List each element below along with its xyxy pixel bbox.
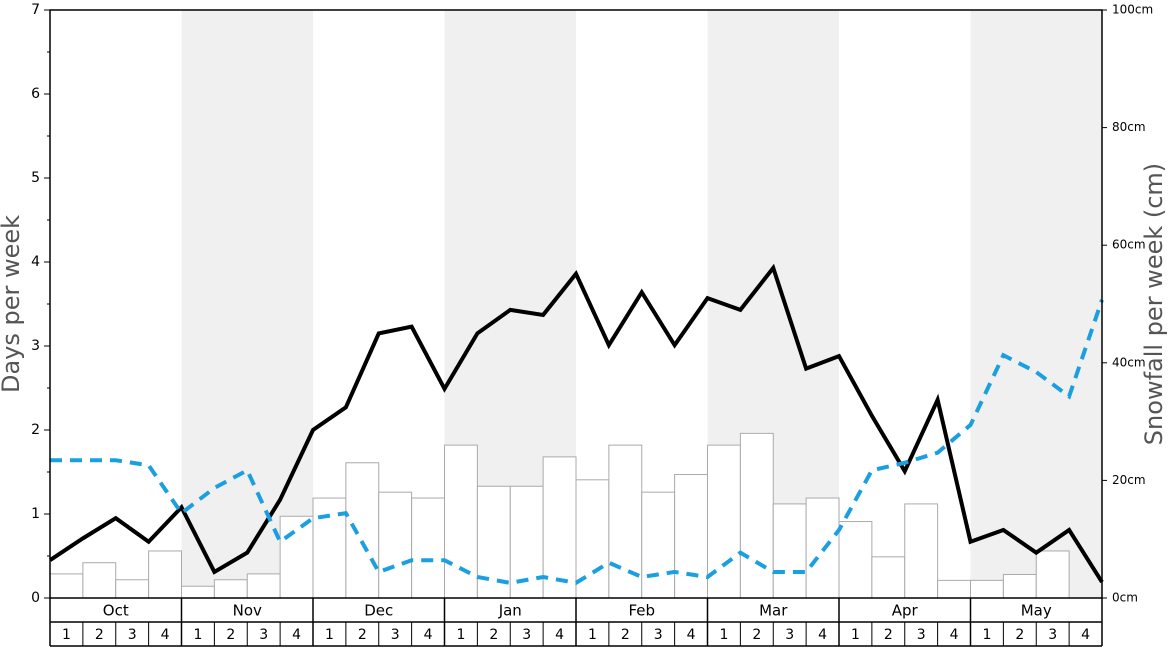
y-tick-label: 0: [31, 590, 40, 606]
x-tick-label: 1: [193, 627, 202, 643]
bar: [148, 550, 182, 599]
bar: [1002, 573, 1037, 599]
bar: [871, 556, 906, 599]
x-tick-label: 2: [489, 627, 498, 643]
bar: [378, 491, 413, 599]
x-tick-label: 3: [259, 627, 268, 643]
x-tick-label: 3: [1048, 627, 1057, 643]
x-tick-label: 2: [621, 627, 630, 643]
month-label: Feb: [628, 602, 655, 620]
bar: [970, 579, 1004, 599]
bar: [904, 503, 939, 599]
x-tick-label: 3: [128, 627, 137, 643]
x-tick-label: 4: [818, 627, 827, 643]
bar: [246, 573, 281, 599]
month-shade: [970, 10, 1102, 598]
y-tick-label: 4: [31, 254, 40, 270]
x-tick-label: 3: [917, 627, 926, 643]
x-tick-label: 2: [358, 627, 367, 643]
bar: [542, 456, 577, 599]
month-label: Nov: [233, 602, 262, 620]
month-label: Jan: [498, 602, 522, 620]
x-tick-label: 1: [851, 627, 860, 643]
y-tick-label: 6: [31, 86, 40, 102]
x-tick-label: 1: [62, 627, 71, 643]
line: [48, 263, 1104, 584]
x-tick-label: 3: [522, 627, 531, 643]
y2-tick-label: 60cm: [1112, 238, 1146, 252]
x-tick-label: 1: [325, 627, 334, 643]
x-tick-label: 3: [654, 627, 663, 643]
bar: [772, 503, 807, 599]
x-tick-label: 4: [161, 627, 170, 643]
x-tick-label: 1: [588, 627, 597, 643]
x-tick-label: 2: [95, 627, 104, 643]
x-tick-label: 4: [950, 627, 959, 643]
y-tick-label: 3: [31, 338, 40, 354]
bar: [181, 585, 215, 599]
x-tick-label: 4: [292, 627, 301, 643]
y2-tick-label: 100cm: [1112, 3, 1153, 17]
bar: [49, 573, 84, 599]
y-tick-label: 2: [31, 422, 40, 438]
bar: [279, 515, 314, 599]
month-shade: [181, 10, 313, 598]
x-tick-label: 3: [785, 627, 794, 643]
y2-tick-label: 20cm: [1112, 473, 1146, 487]
bar: [739, 432, 774, 599]
y2-tick-label: 40cm: [1112, 355, 1146, 369]
y2-tick-label: 0cm: [1112, 591, 1138, 605]
bar: [838, 521, 873, 599]
y-tick-label: 5: [31, 170, 40, 186]
x-tick-label: 2: [226, 627, 235, 643]
x-tick-label: 1: [982, 627, 991, 643]
x-tick-label: 4: [687, 627, 696, 643]
month-label: Oct: [103, 602, 129, 620]
line: [50, 299, 1104, 585]
x-tick-label: 4: [555, 627, 564, 643]
y-axis-label: Days per week: [0, 215, 25, 393]
x-tick-label: 2: [884, 627, 893, 643]
x-tick-label: 2: [752, 627, 761, 643]
month-label: Mar: [759, 602, 788, 620]
x-tick-label: 4: [424, 627, 433, 643]
bar: [345, 462, 380, 599]
x-tick-label: 1: [456, 627, 465, 643]
x-tick-label: 2: [1015, 627, 1024, 643]
x-tick-label: 1: [719, 627, 728, 643]
bar: [82, 562, 117, 599]
month-label: May: [1021, 602, 1052, 620]
bar: [115, 579, 150, 599]
bar: [1035, 550, 1070, 599]
y2-axis-label: Snowfall per week (cm): [1140, 163, 1168, 445]
x-tick-label: 4: [1081, 627, 1090, 643]
bar: [213, 579, 248, 599]
bar: [641, 491, 676, 599]
month-label: Apr: [892, 602, 919, 620]
bar: [444, 444, 478, 599]
bar: [937, 579, 971, 599]
y-tick-label: 7: [31, 2, 40, 18]
x-tick-label: 3: [391, 627, 400, 643]
y2-tick-label: 80cm: [1112, 120, 1146, 134]
bar: [674, 474, 708, 599]
y-tick-label: 1: [31, 506, 40, 522]
bar: [411, 497, 445, 599]
month-label: Dec: [364, 602, 393, 620]
